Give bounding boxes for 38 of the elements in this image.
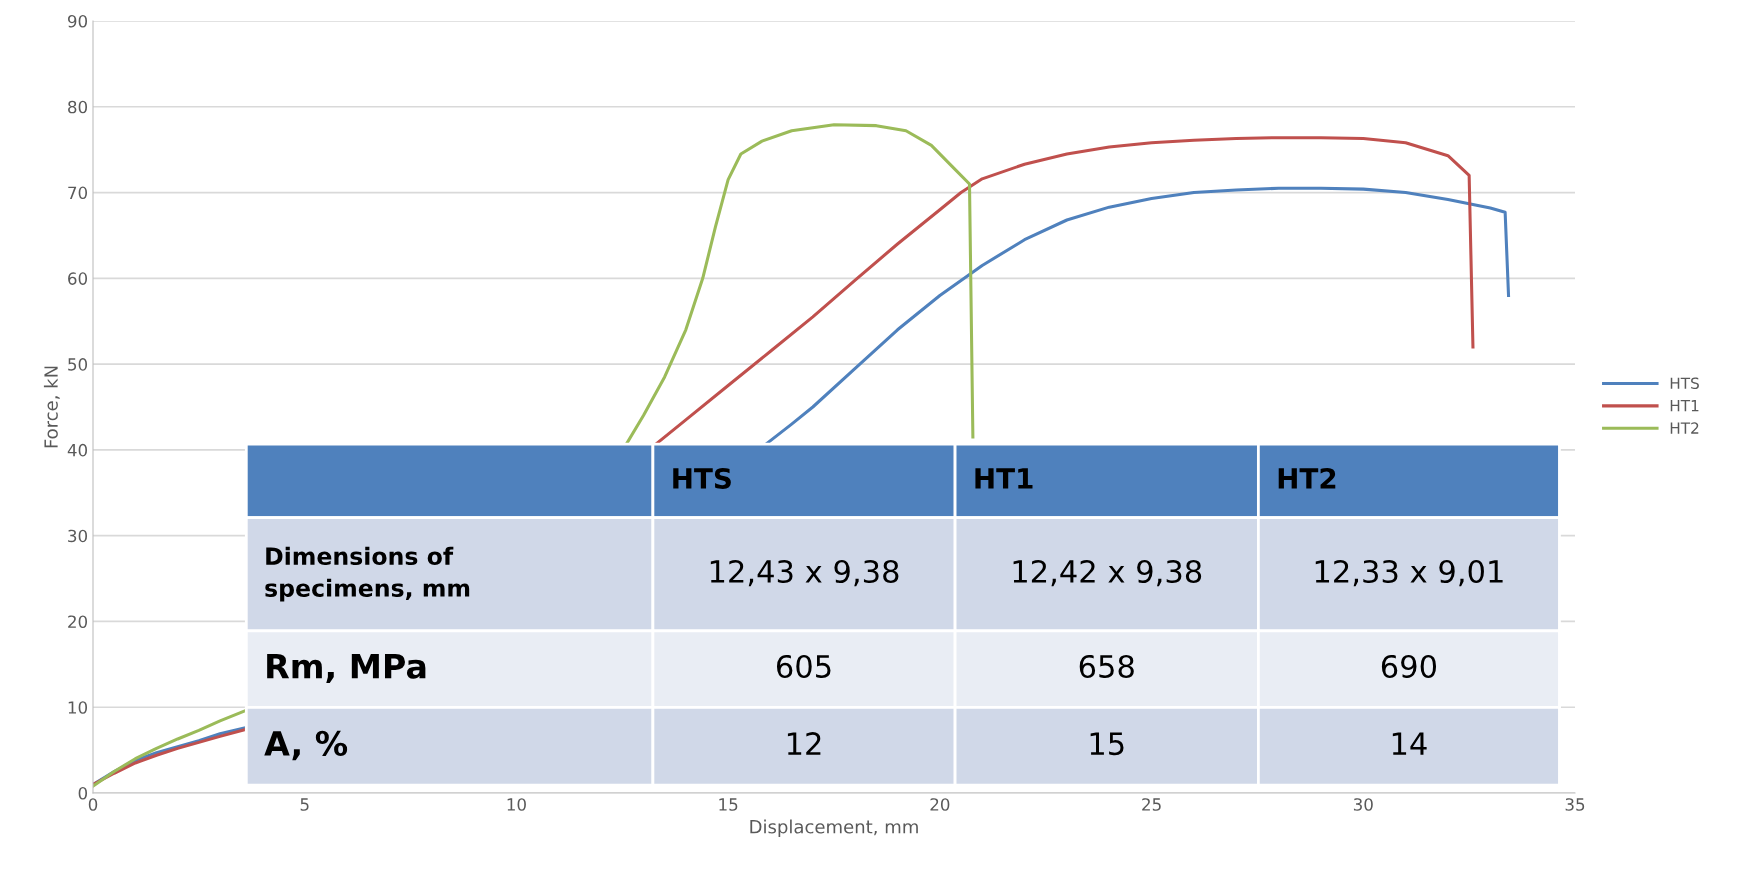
y-tick-label: 90 <box>67 14 88 28</box>
legend-label: HTS <box>1670 377 1699 390</box>
x-tick-label: 15 <box>719 798 738 811</box>
x-tick-label: 5 <box>300 798 309 811</box>
annotation: HTS <box>673 467 731 489</box>
legend-label: HT2 <box>1670 422 1699 434</box>
annotation: 605 <box>776 654 831 679</box>
y-tick-label: 10 <box>68 701 88 714</box>
y-axis-title: Force, kN <box>43 366 60 448</box>
annotation: HT1 <box>975 468 1033 489</box>
annotation: 12,42 x 9,38 <box>1013 559 1202 587</box>
x-tick-label: 25 <box>1142 798 1161 811</box>
x-axis-title: Displacement, mm <box>750 819 918 838</box>
x-tick-label: 0 <box>88 798 98 811</box>
y-tick-label: 70 <box>68 186 88 200</box>
x-tick-label: 30 <box>1353 798 1373 811</box>
y-tick-label: 60 <box>68 272 88 285</box>
annotation: 12 <box>787 732 821 755</box>
annotation: 12,33 x 9,01 <box>1315 559 1503 587</box>
y-tick-label: 80 <box>68 100 88 114</box>
annotation: 14 <box>1392 732 1427 755</box>
annotation: Rm, MPa <box>267 654 426 684</box>
annotation: 15 <box>1090 732 1124 756</box>
y-tick-label: 40 <box>67 443 88 457</box>
annotation: 12,43 x 9,38 <box>710 559 899 587</box>
x-tick-label: 35 <box>1565 798 1585 811</box>
annotation: 658 <box>1079 654 1134 679</box>
y-tick-label: 0 <box>78 786 88 800</box>
x-tick-label: 10 <box>507 798 526 811</box>
y-tick-label: 30 <box>68 529 88 543</box>
x-tick-label: 20 <box>930 798 950 811</box>
annotation: 690 <box>1381 654 1437 679</box>
annotation: A, % <box>264 730 348 761</box>
annotation: HT2 <box>1278 467 1336 489</box>
y-tick-label: 20 <box>68 615 88 629</box>
annotation: Dimensions of specimens, mm <box>265 546 470 602</box>
y-tick-label: 50 <box>68 358 88 371</box>
legend-label: HT1 <box>1670 400 1699 412</box>
